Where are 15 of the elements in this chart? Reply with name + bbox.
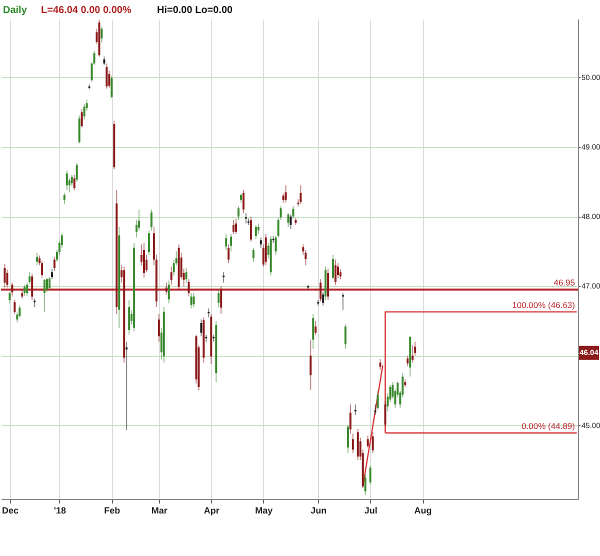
- x-tick-label: Feb: [104, 506, 121, 516]
- x-tick-label: Apr: [204, 506, 220, 516]
- chart-subtitle: L=46.04 0.00 0.00%: [41, 5, 132, 16]
- x-tick-label: Aug: [414, 506, 432, 516]
- x-tick-label: Dec: [2, 506, 18, 516]
- x-tick-label: Jul: [364, 506, 378, 516]
- text: Hi=0.00 Lo=0.00: [157, 5, 234, 16]
- x-tick-label: Jun: [310, 506, 327, 516]
- annotation: 100.00% (46.63): [512, 300, 576, 310]
- annotation: 0.00% (44.89): [522, 420, 576, 431]
- chart-title: Daily: [3, 5, 28, 16]
- x-tick-label: May: [255, 506, 273, 516]
- x-tick-label: Mar: [151, 506, 168, 516]
- ref-line-label: 46.95: [554, 278, 576, 288]
- x-tick-label: '18: [54, 506, 66, 516]
